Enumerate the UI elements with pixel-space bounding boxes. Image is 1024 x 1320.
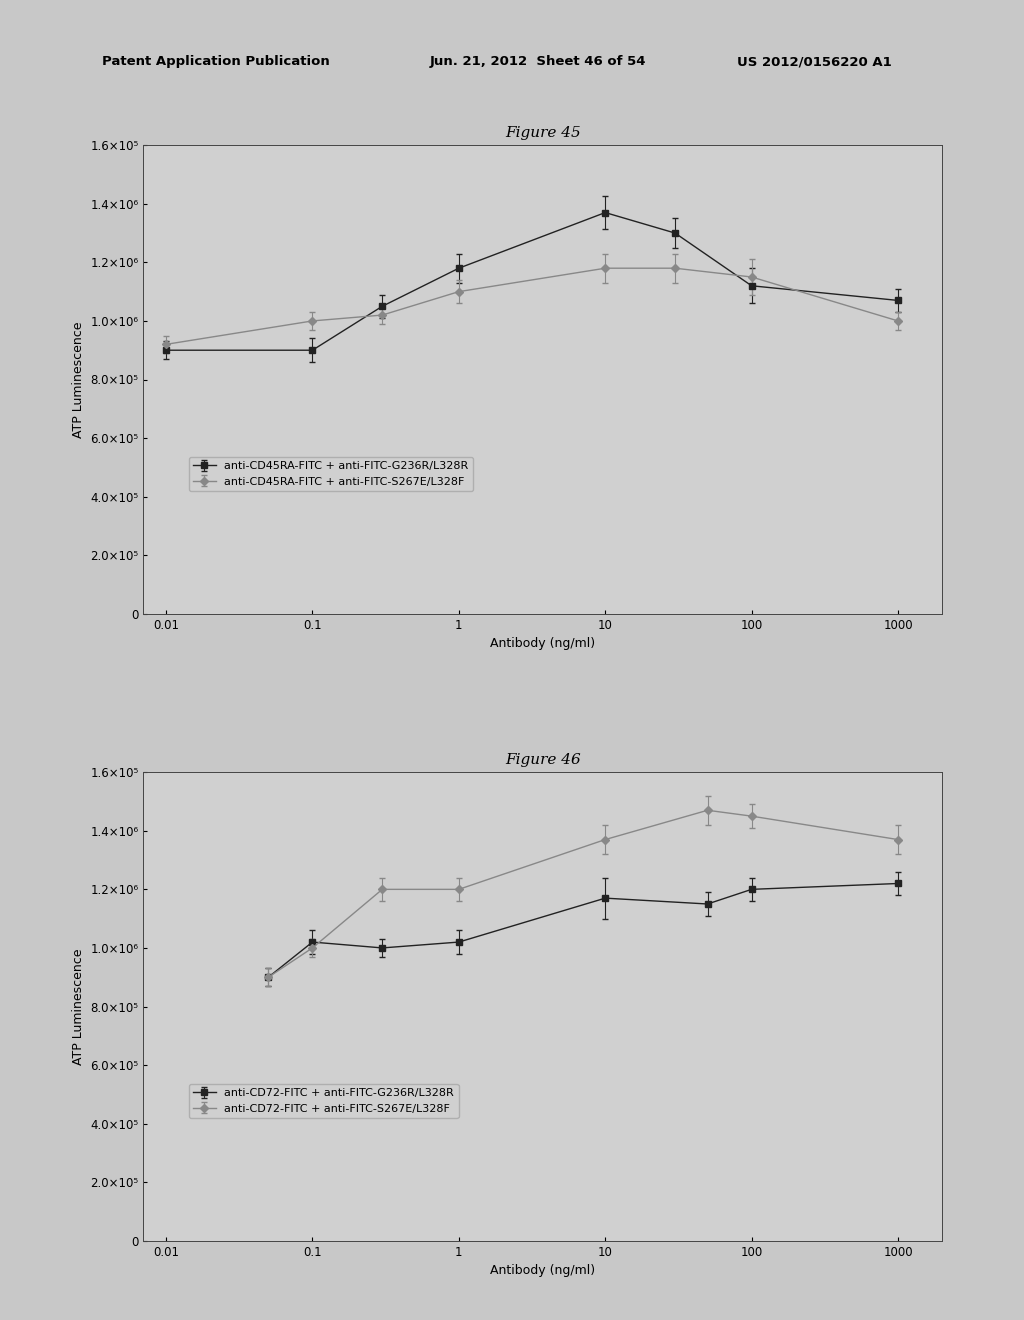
Legend: anti-CD72-FITC + anti-FITC-G236R/L328R, anti-CD72-FITC + anti-FITC-S267E/L328F: anti-CD72-FITC + anti-FITC-G236R/L328R, … [188, 1084, 459, 1118]
X-axis label: Antibody (ng/ml): Antibody (ng/ml) [490, 638, 595, 651]
Text: Jun. 21, 2012  Sheet 46 of 54: Jun. 21, 2012 Sheet 46 of 54 [430, 55, 646, 69]
Legend: anti-CD45RA-FITC + anti-FITC-G236R/L328R, anti-CD45RA-FITC + anti-FITC-S267E/L32: anti-CD45RA-FITC + anti-FITC-G236R/L328R… [188, 457, 473, 491]
Text: Patent Application Publication: Patent Application Publication [102, 55, 330, 69]
X-axis label: Antibody (ng/ml): Antibody (ng/ml) [490, 1265, 595, 1278]
Y-axis label: ATP Luminescence: ATP Luminescence [72, 321, 85, 438]
Y-axis label: ATP Luminescence: ATP Luminescence [72, 948, 85, 1065]
Title: Figure 46: Figure 46 [505, 752, 581, 767]
Text: US 2012/0156220 A1: US 2012/0156220 A1 [737, 55, 892, 69]
Title: Figure 45: Figure 45 [505, 125, 581, 140]
